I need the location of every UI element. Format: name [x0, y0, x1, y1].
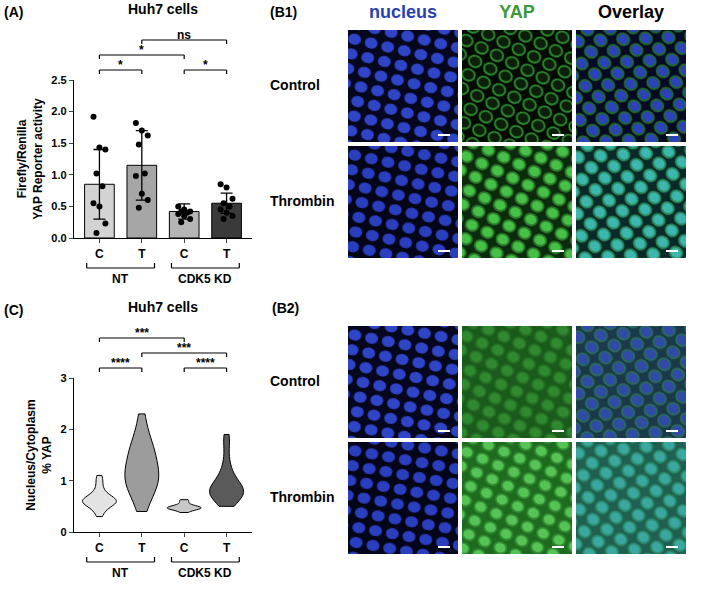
svg-text:CDK5 KD: CDK5 KD — [178, 566, 232, 580]
svg-text:T: T — [223, 541, 231, 555]
svg-text:0: 0 — [60, 526, 66, 538]
svg-text:NT: NT — [112, 566, 129, 580]
svg-text:0.0: 0.0 — [51, 232, 66, 244]
html-text:nucleus: nucleus — [369, 2, 437, 22]
svg-text:T: T — [223, 247, 231, 261]
svg-text:Huh7 cells: Huh7 cells — [128, 1, 198, 17]
svg-text:T: T — [138, 247, 146, 261]
svg-text:0.5: 0.5 — [51, 200, 66, 212]
html-text:Control: Control — [270, 77, 320, 93]
svg-text:Nucleus/Cytoplasm% YAP: Nucleus/Cytoplasm% YAP — [24, 399, 54, 510]
svg-text:*: * — [203, 58, 208, 72]
svg-text:NT: NT — [112, 272, 129, 286]
svg-text:Firefly/RenillaYAP Reporter ac: Firefly/RenillaYAP Reporter activity — [15, 98, 45, 220]
html-text:Thrombin: Thrombin — [270, 489, 335, 505]
svg-text:CDK5 KD: CDK5 KD — [178, 272, 232, 286]
html-text:Thrombin: Thrombin — [270, 193, 335, 209]
html-text:(B1): (B1) — [270, 4, 298, 20]
svg-text:****: **** — [111, 356, 130, 370]
svg-text:C: C — [180, 541, 189, 555]
svg-text:ns: ns — [177, 28, 191, 42]
html-text:(A): (A) — [4, 4, 24, 20]
svg-text:C: C — [95, 247, 104, 261]
svg-text:1.5: 1.5 — [51, 137, 66, 149]
svg-text:***: *** — [135, 326, 149, 340]
svg-text:***: *** — [177, 341, 191, 355]
html-text:YAP: YAP — [499, 2, 535, 22]
svg-text:2: 2 — [60, 423, 66, 435]
svg-text:C: C — [180, 247, 189, 261]
html-text:Control: Control — [270, 373, 320, 389]
svg-text:2.5: 2.5 — [51, 74, 66, 86]
svg-text:*: * — [139, 43, 144, 57]
svg-text:3: 3 — [60, 372, 66, 384]
html-text:(B2): (B2) — [272, 300, 300, 316]
html-text:(C): (C) — [4, 302, 24, 318]
html-text:Overlay: Overlay — [598, 2, 664, 22]
svg-text:*: * — [118, 58, 123, 72]
svg-text:T: T — [138, 541, 146, 555]
svg-text:2.0: 2.0 — [51, 105, 66, 117]
svg-text:C: C — [95, 541, 104, 555]
svg-text:Huh7 cells: Huh7 cells — [128, 299, 198, 315]
svg-text:1: 1 — [60, 475, 66, 487]
svg-text:1.0: 1.0 — [51, 169, 66, 181]
svg-text:****: **** — [196, 356, 215, 370]
